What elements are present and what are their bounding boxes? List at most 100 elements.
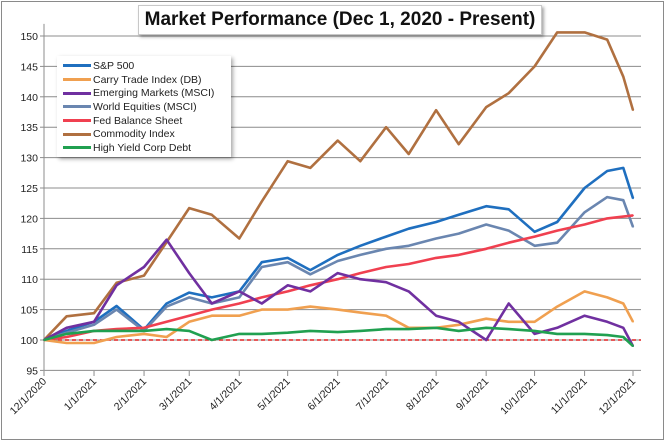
- data-point: [457, 323, 460, 326]
- y-tick-label: 130: [20, 153, 38, 165]
- data-point: [238, 237, 241, 240]
- data-point: [143, 329, 145, 332]
- data-point: [583, 314, 586, 317]
- data-point: [260, 200, 263, 203]
- data-point: [165, 238, 168, 241]
- data-point: [286, 331, 289, 334]
- data-point: [556, 241, 559, 244]
- legend-label: High Yield Corp Debt: [93, 141, 192, 154]
- legend-label: World Equities (MSCI): [93, 100, 197, 113]
- data-point: [435, 237, 438, 240]
- data-point: [533, 333, 536, 335]
- data-point: [457, 320, 460, 323]
- data-point: [606, 217, 609, 220]
- data-point: [435, 221, 438, 223]
- y-tick-label: 95: [26, 365, 38, 377]
- data-point: [457, 253, 460, 256]
- data-point: [93, 312, 95, 315]
- data-point: [336, 139, 339, 142]
- data-point: [238, 314, 241, 317]
- data-point: [93, 329, 95, 332]
- data-point: [336, 308, 339, 311]
- data-point: [115, 328, 118, 330]
- data-point: [165, 328, 168, 330]
- data-point: [507, 328, 510, 330]
- data-point: [286, 160, 289, 163]
- series-emerging-markets-msci: [43, 238, 635, 347]
- data-point: [165, 320, 168, 323]
- legend-swatch: [63, 105, 91, 109]
- legend-item: Carry Trade Index (DB): [57, 73, 231, 87]
- data-point: [606, 320, 609, 323]
- data-point: [556, 229, 559, 232]
- legend-item: Emerging Markets (MSCI): [57, 86, 231, 100]
- data-point: [143, 274, 145, 277]
- y-tick-label: 145: [20, 61, 38, 73]
- data-point: [65, 326, 68, 329]
- data-point: [115, 284, 118, 287]
- data-point: [359, 329, 362, 332]
- data-point: [622, 326, 625, 329]
- data-point: [435, 326, 438, 329]
- data-point: [115, 305, 118, 307]
- legend-item: World Equities (MSCI): [57, 100, 231, 114]
- data-point: [309, 305, 312, 308]
- x-tick-label: 12/1/2020: [8, 376, 50, 418]
- data-point: [260, 308, 263, 311]
- x-tick-label: 7/1/2021: [354, 376, 391, 413]
- x-tick-label: 11/1/2021: [549, 376, 590, 417]
- data-point: [210, 296, 213, 299]
- legend-swatch: [63, 132, 91, 136]
- data-point: [260, 302, 263, 305]
- data-point: [622, 336, 625, 338]
- data-point: [188, 291, 191, 294]
- data-point: [632, 320, 634, 323]
- data-point: [359, 253, 362, 256]
- legend-swatch: [63, 146, 91, 150]
- legend-item: Commodity Index: [57, 127, 231, 141]
- data-point: [533, 235, 536, 238]
- data-point: [606, 170, 609, 172]
- data-point: [457, 329, 460, 332]
- data-point: [407, 290, 410, 293]
- data-point: [533, 230, 536, 233]
- data-point: [556, 31, 559, 34]
- data-point: [485, 205, 488, 208]
- series-line: [43, 238, 635, 347]
- x-tick-label: 12/1/2021: [597, 376, 639, 418]
- data-point: [622, 75, 625, 78]
- data-point: [188, 329, 191, 332]
- data-point: [93, 320, 95, 323]
- data-point: [385, 235, 388, 238]
- data-point: [359, 160, 362, 163]
- data-point: [407, 244, 410, 247]
- data-point: [622, 167, 625, 169]
- chart-title: Market Performance (Dec 1, 2020 - Presen…: [138, 5, 542, 35]
- data-point: [336, 260, 339, 262]
- data-point: [407, 328, 410, 330]
- data-point: [336, 253, 339, 256]
- data-point: [435, 257, 438, 259]
- data-point: [407, 227, 410, 230]
- data-point: [309, 273, 312, 276]
- data-point: [632, 197, 634, 200]
- y-tick-label: 140: [20, 92, 38, 104]
- y-tick-label: 115: [21, 244, 38, 256]
- data-point: [286, 290, 289, 293]
- data-point: [485, 223, 488, 226]
- data-point: [260, 261, 263, 264]
- data-point: [238, 333, 241, 335]
- legend-swatch: [63, 78, 91, 82]
- data-point: [286, 257, 289, 259]
- data-point: [115, 281, 118, 284]
- data-point: [507, 241, 510, 244]
- data-point: [65, 315, 68, 318]
- data-point: [286, 284, 289, 287]
- data-point: [583, 31, 586, 34]
- data-point: [583, 223, 586, 226]
- data-point: [632, 109, 634, 112]
- x-tick-label: 5/1/2021: [255, 376, 292, 413]
- data-point: [359, 272, 362, 275]
